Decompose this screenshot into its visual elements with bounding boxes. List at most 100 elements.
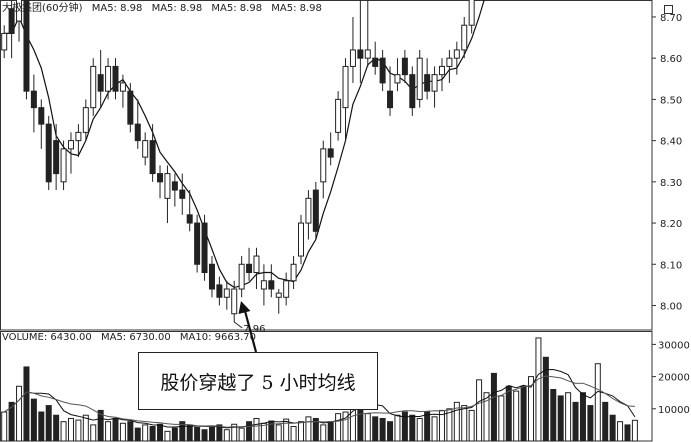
volume-tick-label: 20000 [658, 373, 690, 384]
candle-body [30, 90, 37, 109]
volume-bar [409, 414, 416, 442]
candle-body [335, 98, 342, 133]
price-header: 大极集团(60分钟) MA5: 8.98 MA5: 8.98 MA5: 8.98… [2, 3, 328, 15]
price-panel-border [0, 0, 653, 331]
candle-body [268, 280, 275, 290]
candle-body [45, 123, 52, 183]
candle-body [283, 280, 290, 298]
candle-body [119, 82, 126, 92]
candle-body [401, 57, 408, 76]
candle-body [327, 148, 334, 158]
candle-body [164, 173, 171, 199]
candle-body [416, 57, 423, 100]
price-tick-label: 8.50 [660, 95, 682, 106]
volume-bar [446, 408, 453, 442]
candle-body [379, 57, 386, 84]
candle-body [134, 123, 141, 142]
ma-readout: MA5: 8.98 [211, 3, 263, 14]
candle-body [424, 74, 431, 92]
candle-body [38, 107, 45, 125]
arrow-head [238, 301, 251, 314]
price-tick-label: 8.70 [660, 13, 682, 24]
volume-bar [23, 366, 30, 442]
volume-bar [38, 411, 45, 442]
candle-body [127, 90, 134, 125]
volume-ma10-readout: MA10: 9663.70 [179, 332, 256, 343]
maximize-box-icon[interactable] [664, 5, 673, 14]
volume-ma-lines [3, 368, 636, 429]
volume-bar [223, 429, 230, 442]
price-tick-label: 8.00 [660, 302, 682, 313]
candle-body [60, 148, 67, 183]
ma5-line [4, 0, 485, 289]
volume-tick-label: 30000 [658, 340, 690, 351]
volume-bar [90, 424, 97, 442]
candle-body [438, 65, 445, 76]
candle-body [238, 263, 245, 290]
volume-bar [453, 401, 460, 442]
volume-bar-series [1, 337, 638, 442]
candle-body [201, 222, 208, 274]
candle-body [179, 189, 186, 199]
candle-body [194, 222, 201, 265]
volume-ma10-line [3, 375, 635, 428]
candle-body [75, 131, 82, 142]
annotation-arrow [238, 301, 258, 353]
ma-readout: MA5: 8.98 [91, 3, 143, 14]
volume-bar [335, 413, 342, 442]
annotation-leader [233, 321, 243, 329]
volume-bar [149, 426, 156, 442]
candle-body [208, 263, 215, 290]
volume-ma5-readout: MA5: 6730.00 [100, 332, 171, 343]
volume-bar [320, 424, 327, 442]
volume-bar [283, 418, 290, 442]
volume-tick-label: 10000 [658, 405, 690, 416]
volume-bar [238, 427, 245, 442]
volume-bar [186, 424, 193, 442]
volume-bar [468, 409, 475, 442]
candle-body [231, 288, 238, 315]
volume-bar [208, 426, 215, 442]
volume-bar [75, 419, 82, 442]
candle-body [8, 8, 15, 34]
candle-body [246, 263, 253, 274]
volume-readout: VOLUME: 6430.00 [2, 332, 92, 343]
volume-bar [171, 427, 178, 442]
candle-body [223, 288, 230, 298]
candle-body [349, 49, 356, 67]
volume-bar [609, 414, 616, 442]
volume-bar [617, 421, 624, 442]
price-extreme-label: 7.96 [243, 324, 265, 335]
candle-body [275, 292, 282, 298]
volume-bar [53, 414, 60, 442]
price-tick-label: 8.30 [660, 178, 682, 189]
candle-body [82, 107, 89, 133]
volume-bar [246, 421, 253, 442]
volume-bar [194, 426, 201, 442]
price-tick-label: 8.10 [660, 260, 682, 271]
annotation-text: 股价穿越了 5 小时均线 [160, 371, 356, 394]
candlestick-series [1, 0, 480, 322]
candle-body [90, 65, 97, 109]
volume-bar [505, 385, 512, 442]
candle-body [342, 65, 349, 109]
candle-body [453, 49, 460, 59]
volume-bar [483, 392, 490, 442]
volume-bar [379, 417, 386, 442]
arrow-shaft [243, 310, 258, 353]
candle-body [290, 263, 297, 282]
candle-body [67, 140, 74, 150]
volume-bar [231, 423, 238, 442]
volume-bar [275, 424, 282, 442]
candle-body [364, 49, 371, 59]
volume-bar [60, 421, 67, 442]
candle-body [431, 74, 438, 92]
price-annotations: 9.197.96 [233, 321, 265, 335]
volume-bar [290, 426, 297, 442]
volume-bar [372, 416, 379, 442]
candle-body [97, 74, 104, 92]
ma-readout: MA5: 8.98 [151, 3, 203, 14]
price-axis: 9.209.109.008.908.808.708.608.508.408.30… [652, 13, 682, 313]
volume-bar [387, 421, 394, 442]
volume-bar [572, 401, 579, 442]
